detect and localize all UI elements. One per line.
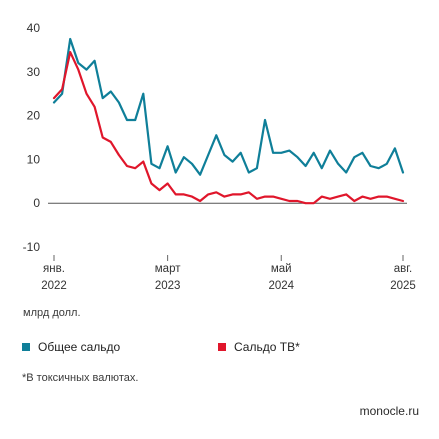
x-tick-label-month: март [155,263,181,275]
line-chart: -10 0 10 20 30 40 янв. 2022 март 2023 май 2024 авг. 2… [23,21,416,292]
y-tick-label: 20 [27,109,41,123]
y-tick-label: -10 [23,240,41,254]
legend-item-total-balance: Общее сальдо [22,340,120,354]
unit-label: млрд долл. [23,307,81,319]
x-tick-label-year: 2023 [155,280,181,292]
footnote: *В токсичных валютах. [22,372,139,384]
x-tick-label-year: 2022 [41,280,67,292]
y-tick-label: 30 [27,65,41,79]
legend-swatch-toxic-icon [218,343,226,351]
legend-item-toxic-balance: Сальдо ТВ* [218,340,300,354]
source-label: monocle.ru [359,404,419,418]
y-tick-label: 0 [33,196,40,210]
series-line-toxic [52,50,405,205]
y-tick-label: 40 [27,21,41,35]
x-tick-label-year: 2025 [390,280,416,292]
x-tick-label-month: май [271,263,292,275]
y-tick-label: 10 [27,152,41,166]
legend-label-toxic: Сальдо ТВ* [234,340,300,354]
x-tick-label-year: 2024 [268,280,294,292]
series-line-total [52,37,405,176]
legend-label-total: Общее сальдо [38,340,121,354]
x-tick-label-month: авг. [394,263,413,275]
legend-swatch-total-icon [22,343,30,351]
x-tick-label-month: янв. [43,263,65,275]
